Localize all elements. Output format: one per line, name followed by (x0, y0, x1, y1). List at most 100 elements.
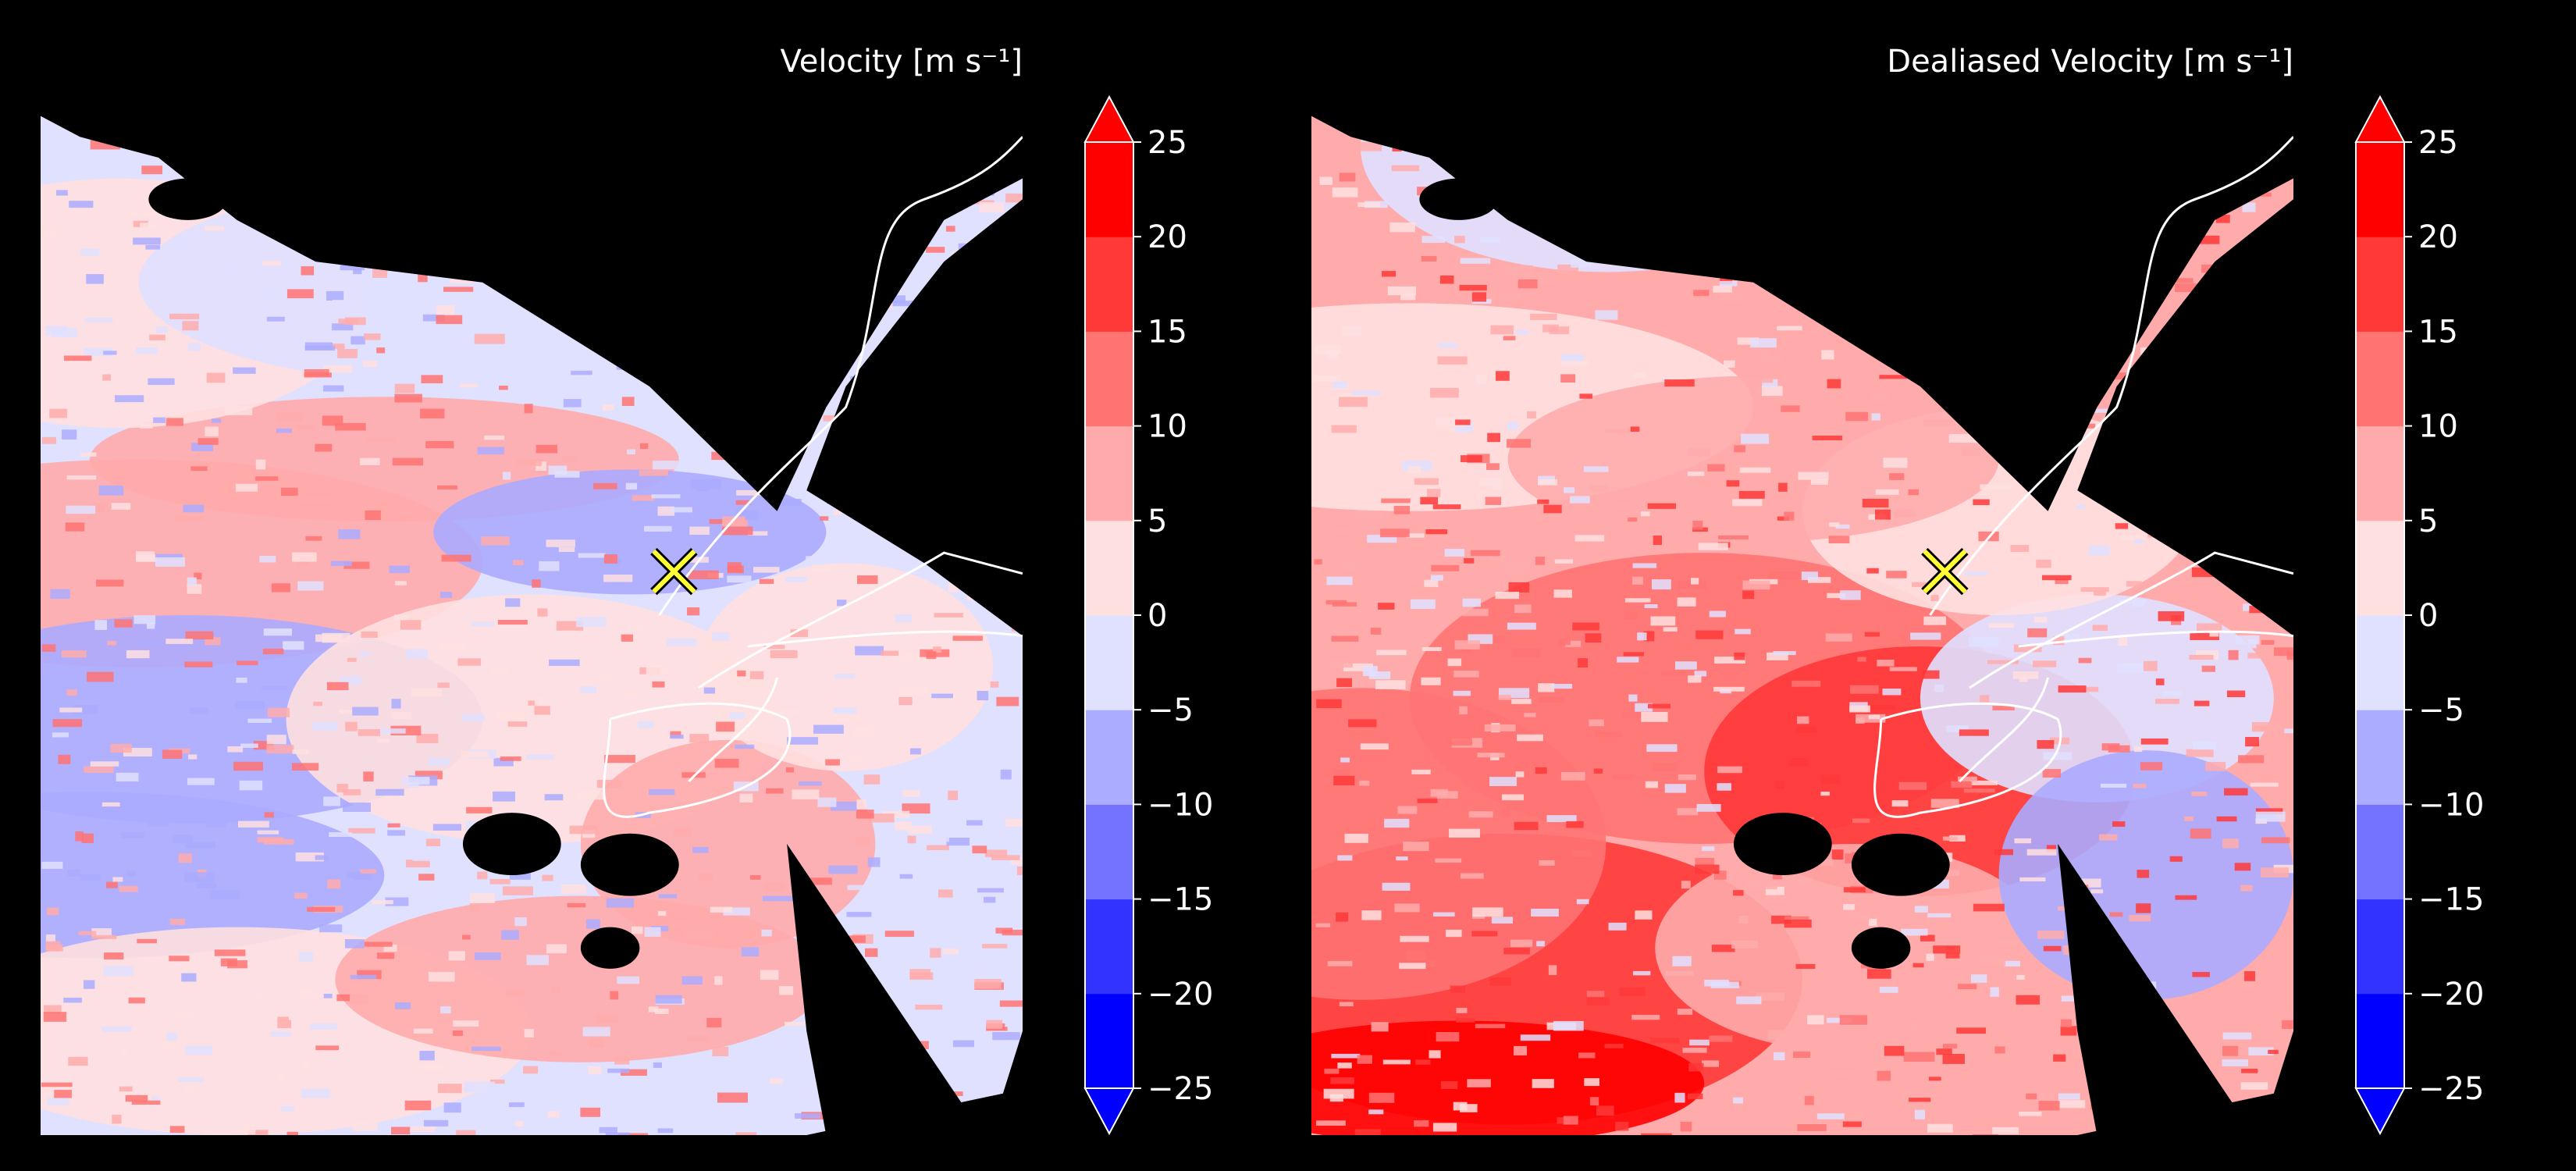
velocity-speckle (1537, 696, 1565, 703)
velocity-speckle (749, 671, 764, 680)
velocity-speckle (569, 825, 599, 835)
velocity-speckle (148, 378, 175, 386)
velocity-speckle (474, 952, 501, 960)
velocity-speckle (942, 949, 959, 955)
velocity-speckle (1539, 860, 1555, 866)
velocity-speckle (406, 849, 423, 859)
velocity-speckle (1619, 987, 1646, 997)
velocity-speckle (94, 620, 108, 630)
velocity-speckle (1381, 498, 1411, 504)
velocity-speckle (1807, 1015, 1824, 1025)
velocity-patch (1507, 376, 1999, 543)
velocity-speckle (471, 621, 495, 627)
panel-velocity: Velocity [m s⁻¹] 25 20 15 10 5 0 −5 −10 −15 −20 −2… (41, 44, 1213, 1136)
velocity-speckle (1956, 1027, 1987, 1034)
velocity-speckle (1973, 499, 1990, 506)
velocity-speckle (2126, 581, 2142, 587)
velocity-speckle (902, 789, 920, 797)
velocity-speckle (1576, 899, 1589, 905)
velocity-speckle (220, 958, 237, 966)
velocity-speckle (1538, 683, 1555, 692)
velocity-speckle (1920, 934, 1935, 941)
velocity-speckle (753, 567, 780, 573)
velocity-speckle (649, 788, 675, 795)
no-data-region (1311, 95, 2293, 511)
velocity-speckle (197, 438, 219, 445)
velocity-speckle (1495, 592, 1520, 600)
velocity-speckle (933, 646, 941, 653)
velocity-speckle (698, 457, 714, 466)
velocity-speckle (1818, 859, 1834, 867)
velocity-speckle (926, 651, 937, 660)
colorbar-segment (1085, 615, 1133, 710)
velocity-speckle (276, 1073, 285, 1082)
velocity-speckle (2117, 663, 2148, 673)
velocity-speckle (2133, 783, 2147, 788)
velocity-speckle (374, 829, 388, 839)
velocity-speckle (672, 1078, 700, 1084)
velocity-speckle (2129, 914, 2151, 922)
velocity-speckle (833, 707, 857, 714)
velocity-speckle (61, 650, 87, 658)
velocity-speckle (319, 924, 343, 933)
velocity-speckle (422, 314, 445, 322)
velocity-speckle (1456, 1017, 1475, 1023)
velocity-speckle (948, 790, 958, 800)
velocity-speckle (1811, 1094, 1822, 1100)
velocity-speckle (1361, 910, 1382, 920)
velocity-speckle (671, 507, 692, 513)
velocity-speckle (361, 632, 378, 638)
velocity-speckle (596, 779, 622, 788)
velocity-speckle (1882, 689, 1902, 696)
velocity-speckle (1354, 511, 1385, 521)
velocity-speckle (166, 1033, 177, 1041)
velocity-speckle (1464, 557, 1475, 564)
velocity-speckle (1459, 1104, 1478, 1112)
velocity-speckle (481, 536, 510, 546)
velocity-speckle (666, 638, 697, 646)
velocity-speckle (169, 313, 200, 320)
velocity-speckle (2019, 1111, 2042, 1116)
velocity-speckle (2143, 660, 2158, 671)
velocity-speckle (86, 274, 104, 284)
velocity-speckle (1653, 1130, 1664, 1135)
velocity-speckle (205, 426, 219, 437)
velocity-speckle (790, 629, 809, 638)
velocity-speckle (1502, 794, 1524, 801)
velocity-speckle (466, 806, 493, 813)
velocity-speckle (1382, 882, 1411, 891)
velocity-speckle (1746, 881, 1777, 890)
velocity-speckle (714, 758, 739, 768)
velocity-speckle (1777, 326, 1802, 331)
velocity-speckle (509, 871, 531, 880)
velocity-speckle (146, 622, 155, 629)
velocity-speckle (1781, 405, 1800, 412)
velocity-speckle (402, 777, 430, 785)
velocity-speckle (1724, 360, 1735, 368)
velocity-speckle (327, 879, 341, 889)
velocity-speckle (1717, 783, 1731, 791)
velocity-speckle (241, 1124, 256, 1135)
velocity-speckle (709, 519, 731, 525)
no-data-hole (462, 813, 561, 876)
velocity-speckle (294, 892, 308, 899)
velocity-speckle (689, 526, 710, 536)
velocity-speckle (1589, 485, 1608, 492)
velocity-speckle (593, 482, 617, 489)
velocity-speckle (2168, 278, 2194, 283)
velocity-speckle (1459, 284, 1487, 291)
velocity-speckle (1514, 821, 1539, 831)
colorbar-tick-label: 25 (1147, 125, 1187, 161)
velocity-speckle (1517, 734, 1543, 742)
velocity-speckle (1330, 1077, 1354, 1084)
velocity-speckle (625, 690, 637, 698)
velocity-speckle (2252, 722, 2280, 731)
velocity-speckle (1660, 326, 1670, 333)
velocity-speckle (952, 1040, 974, 1048)
velocity-speckle (1502, 563, 1531, 573)
velocity-speckle (1615, 503, 1633, 509)
velocity-speckle (286, 289, 314, 299)
colorbar-tick-label: 5 (2418, 504, 2438, 539)
velocity-speckle (309, 1023, 337, 1030)
velocity-speckle (1411, 769, 1431, 774)
